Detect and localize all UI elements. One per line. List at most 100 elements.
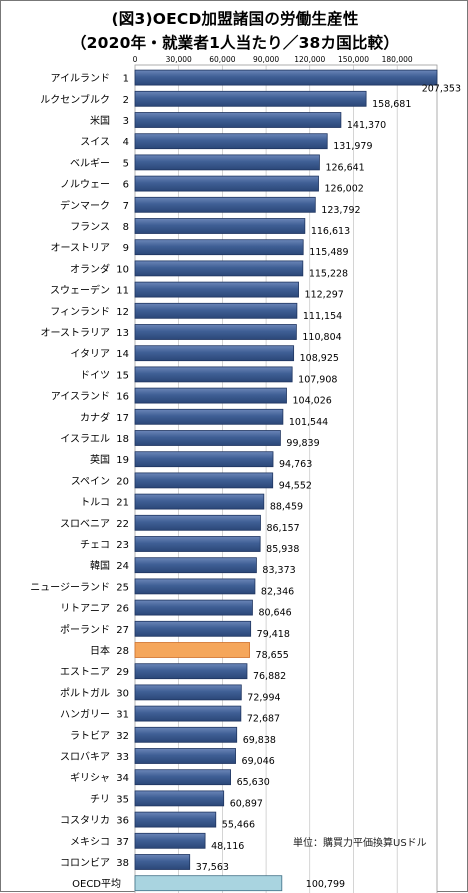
value-label: 101,544 xyxy=(289,417,328,428)
bar xyxy=(134,705,242,722)
bar xyxy=(134,408,284,425)
value-label: 37,563 xyxy=(196,862,229,873)
value-label: 99,839 xyxy=(286,438,319,449)
value-label: 72,994 xyxy=(247,692,280,703)
country-label: スイス xyxy=(80,137,110,148)
rank-label: 14 xyxy=(116,349,129,360)
value-label: 48,116 xyxy=(211,841,244,852)
rank-label: 25 xyxy=(116,582,129,593)
value-label: 111,154 xyxy=(303,311,342,322)
bar xyxy=(134,218,306,234)
bar xyxy=(134,133,328,150)
bar xyxy=(134,324,297,340)
value-label: 131,979 xyxy=(333,141,372,152)
bar xyxy=(134,430,281,446)
chart-subtitle: （2020年・就業者1人当たり／38カ国比較） xyxy=(70,34,400,52)
country-label: ギリシャ xyxy=(70,772,110,784)
value-label: 94,763 xyxy=(279,459,312,470)
value-label: 76,882 xyxy=(253,671,286,682)
bar xyxy=(134,811,217,828)
country-label: 英国 xyxy=(90,453,110,466)
bar xyxy=(134,472,274,489)
country-label: アイスランド xyxy=(51,391,110,403)
value-label: 126,641 xyxy=(325,162,364,173)
rank-label: 13 xyxy=(116,328,129,339)
rank-label: 29 xyxy=(116,667,129,678)
rank-label: 5 xyxy=(123,158,129,169)
rank-label: 19 xyxy=(116,455,129,466)
bar xyxy=(134,154,320,171)
bar xyxy=(134,663,248,680)
value-label: 123,792 xyxy=(321,205,360,216)
rank-label: 1 xyxy=(123,74,129,85)
bar xyxy=(134,493,265,510)
x-tick-label: 0 xyxy=(133,55,138,64)
rank-label: 9 xyxy=(123,243,129,254)
rank-label: 23 xyxy=(116,540,129,551)
bar xyxy=(134,684,242,701)
bar xyxy=(134,769,231,786)
x-tick-label: 120,000 xyxy=(294,55,325,64)
bar xyxy=(134,175,319,192)
value-label: 115,489 xyxy=(309,247,348,258)
country-label: OECD平均 xyxy=(72,878,121,890)
bar xyxy=(134,642,250,658)
value-label: 112,297 xyxy=(305,290,344,301)
bar xyxy=(134,748,236,764)
rank-label: 7 xyxy=(123,201,129,212)
country-label: ハンガリー xyxy=(60,709,110,721)
country-label: イスラエル xyxy=(60,433,110,445)
country-label: メキシコ xyxy=(70,837,110,848)
country-label: イタリア xyxy=(70,348,110,360)
unit-note: 単位：購買力平価換算USドル xyxy=(293,838,427,849)
value-label: 110,804 xyxy=(302,332,341,343)
rank-label: 22 xyxy=(116,519,129,530)
bar xyxy=(134,260,304,277)
rank-label: 17 xyxy=(116,413,129,424)
bar xyxy=(134,599,253,616)
country-label: ルクセンブルク xyxy=(40,93,110,106)
country-label: ノルウェー xyxy=(60,179,110,191)
value-label: 108,925 xyxy=(300,353,339,364)
rank-label: 8 xyxy=(123,222,129,233)
rank-label: 18 xyxy=(116,434,129,445)
country-label: 日本 xyxy=(90,644,110,657)
bar xyxy=(134,302,298,319)
value-label: 72,687 xyxy=(247,714,280,725)
rank-label: 27 xyxy=(116,625,129,636)
country-label: チリ xyxy=(90,793,110,805)
rank-label: 2 xyxy=(123,95,129,106)
country-label: トルコ xyxy=(80,498,110,509)
rank-label: 24 xyxy=(116,561,129,572)
value-label: 104,026 xyxy=(293,396,332,407)
bar xyxy=(134,366,293,383)
bar xyxy=(134,790,225,807)
value-label: 126,002 xyxy=(325,184,364,195)
rank-label: 21 xyxy=(116,498,129,509)
value-label: 83,373 xyxy=(262,565,295,576)
rank-label: 34 xyxy=(116,773,129,784)
chart-title: (図3)OECD加盟諸国の労働生産性 xyxy=(111,10,359,28)
bar xyxy=(134,557,257,574)
country-label: 韓国 xyxy=(90,560,110,572)
value-label: 80,646 xyxy=(258,608,291,619)
rank-label: 28 xyxy=(116,646,129,657)
bar xyxy=(134,536,261,552)
country-label: ニュージーランド xyxy=(30,581,110,593)
rank-label: 37 xyxy=(116,837,129,848)
value-label: 55,466 xyxy=(222,820,255,831)
country-label: リトアニア xyxy=(60,604,110,615)
value-label: 115,228 xyxy=(309,268,348,279)
value-label: 65,630 xyxy=(237,777,270,788)
bar xyxy=(134,578,256,595)
rank-label: 38 xyxy=(116,858,129,869)
x-tick-label: 30,000 xyxy=(166,55,192,64)
country-label: オーストラリア xyxy=(41,327,111,339)
bar xyxy=(134,239,304,256)
bar xyxy=(134,281,299,298)
country-label: 米国 xyxy=(90,114,110,127)
bar xyxy=(134,875,283,892)
rank-label: 10 xyxy=(116,264,129,275)
